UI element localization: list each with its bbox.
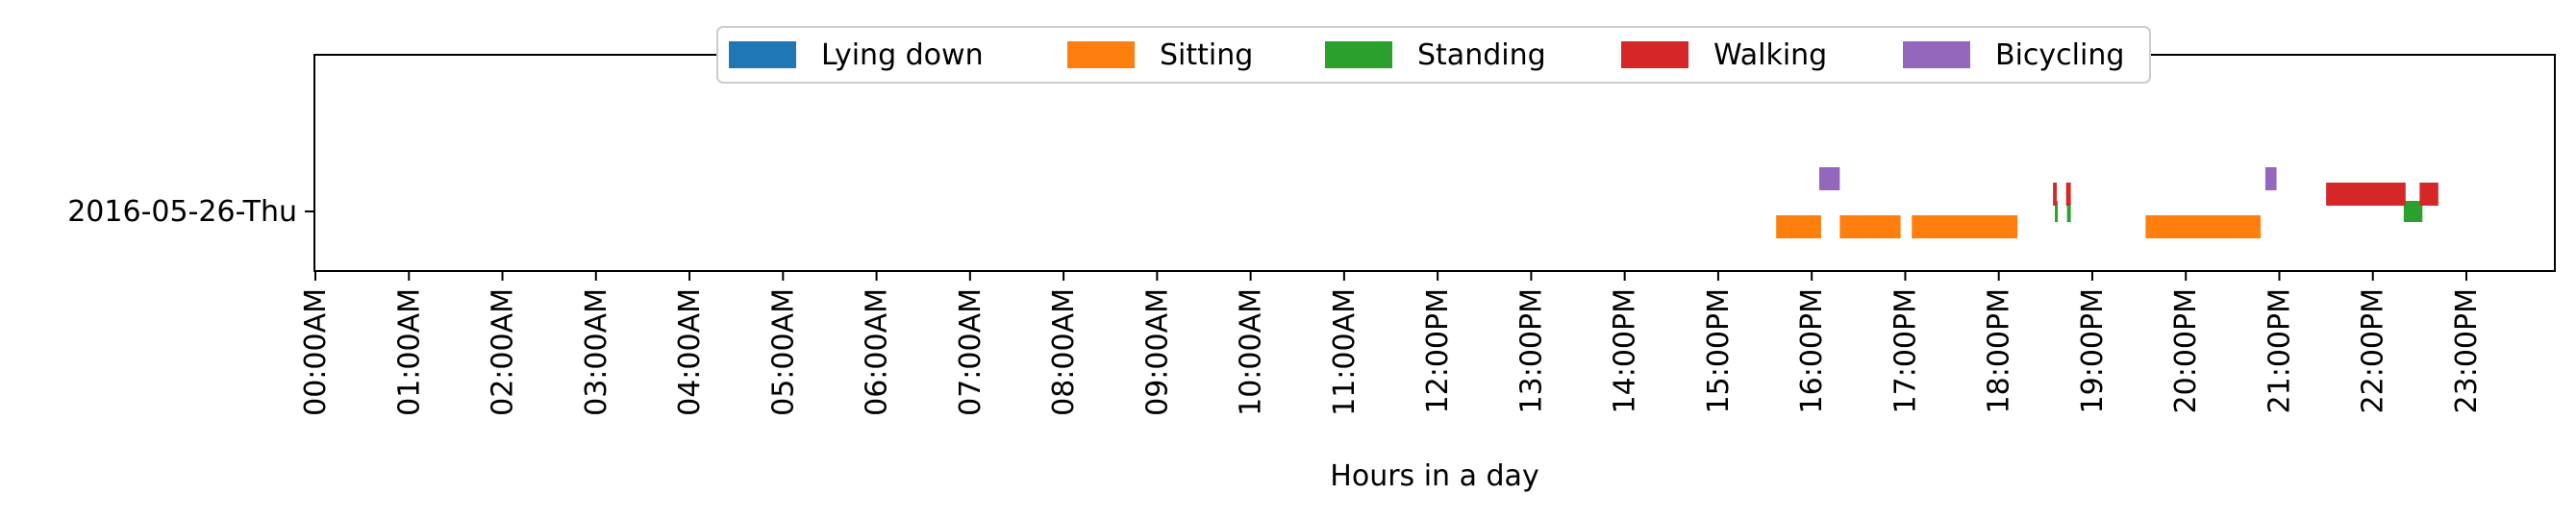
y-axis: 2016-05-26-Thu <box>67 195 314 229</box>
legend-swatch-walking <box>1621 41 1688 68</box>
x-tick-label: 19:00PM <box>2076 288 2110 413</box>
walking-bar-2 <box>2326 183 2406 206</box>
standing-bar-1 <box>2066 201 2071 222</box>
x-tick-label: 21:00PM <box>2263 288 2296 413</box>
x-tick-label: 08:00AM <box>1047 288 1081 416</box>
plot-frame <box>313 54 2556 272</box>
legend-swatch-bicycling <box>1903 41 1970 68</box>
x-tick-label: 03:00AM <box>580 288 613 416</box>
x-tick-label: 14:00PM <box>1609 288 1642 413</box>
x-axis: 00:00AM 01:00AM 02:00AM 03:00AM 04:00AM 05:00… <box>299 271 2484 416</box>
bicycling-bar-0 <box>1818 167 1840 190</box>
legend-label-sitting: Sitting <box>1160 38 1253 72</box>
legend-label-lying-down: Lying down <box>821 38 984 72</box>
x-tick-label: 10:00AM <box>1235 288 1268 416</box>
bicycling-bar-1 <box>2264 167 2277 190</box>
sitting-bar-3 <box>2145 215 2262 238</box>
x-tick-label: 00:00AM <box>299 288 333 416</box>
x-tick-label: 16:00PM <box>1795 288 1829 413</box>
x-tick-label: 02:00AM <box>487 288 520 416</box>
y-tick-label: 2016-05-26-Thu <box>67 195 297 229</box>
x-tick-label: 07:00AM <box>954 288 988 416</box>
sitting-bar-1 <box>1839 215 1901 238</box>
x-tick-label: 23:00PM <box>2450 288 2484 413</box>
legend-swatch-lying-down <box>729 41 796 68</box>
x-tick-label: 01:00AM <box>392 288 426 416</box>
standing-bar-0 <box>2055 201 2059 222</box>
x-tick-label: 17:00PM <box>1888 288 1922 413</box>
x-tick-label: 13:00PM <box>1514 288 1548 413</box>
x-tick-label: 09:00AM <box>1140 288 1174 416</box>
x-tick-label: 20:00PM <box>2169 288 2203 413</box>
x-tick-label: 11:00AM <box>1328 288 1362 416</box>
x-axis-title: Hours in a day <box>1330 459 1538 493</box>
x-tick-label: 18:00PM <box>1983 288 2016 413</box>
legend-label-bicycling: Bicycling <box>1995 38 2124 72</box>
standing-bar-2 <box>2403 201 2423 222</box>
sitting-bar-0 <box>1776 215 1821 238</box>
x-tick-label: 04:00AM <box>673 288 707 416</box>
legend-label-walking: Walking <box>1713 38 1827 72</box>
walking-bar-0 <box>2053 183 2057 206</box>
x-tick-label: 15:00PM <box>1702 288 1736 413</box>
legend-swatch-sitting <box>1067 41 1135 68</box>
walking-bar-1 <box>2065 183 2071 206</box>
x-tick-label: 05:00AM <box>766 288 800 416</box>
legend: Lying down Sitting Standing Walking Bicyclin… <box>716 26 2151 84</box>
walking-bar-3 <box>2419 183 2438 206</box>
sitting-bar-2 <box>1912 215 2018 238</box>
x-tick-label: 06:00AM <box>861 288 894 416</box>
legend-box <box>716 26 2151 84</box>
bars-layer <box>1776 167 2438 238</box>
legend-swatch-standing <box>1325 41 1392 68</box>
legend-label-standing: Standing <box>1417 38 1546 72</box>
x-tick-label: 22:00PM <box>2357 288 2390 413</box>
x-tick-label: 12:00PM <box>1421 288 1455 413</box>
